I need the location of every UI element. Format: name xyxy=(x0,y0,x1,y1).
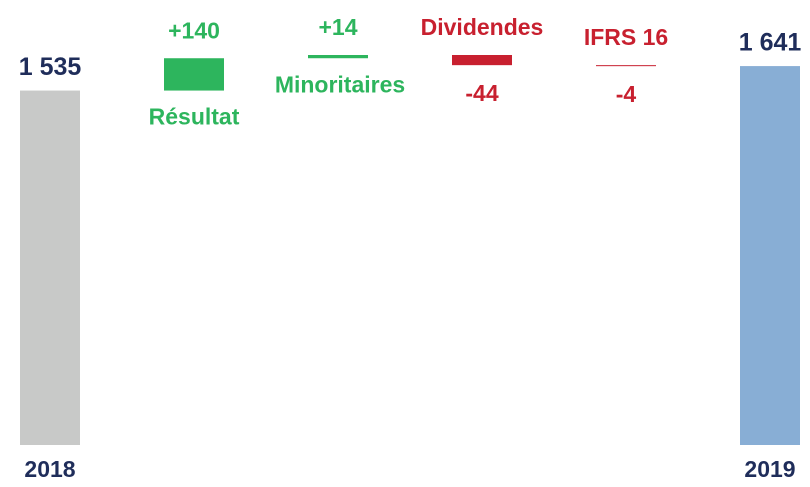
value-label: +140 xyxy=(168,17,220,43)
bar xyxy=(596,65,656,67)
bar xyxy=(20,90,80,445)
value-label: 1 641 xyxy=(739,29,802,57)
value-label: -4 xyxy=(616,81,637,107)
category-label: Résultat xyxy=(149,104,240,130)
value-label: -44 xyxy=(465,80,498,106)
category-label: IFRS 16 xyxy=(584,24,668,50)
bar xyxy=(452,55,512,66)
bar xyxy=(740,66,800,445)
bar xyxy=(308,55,368,59)
category-label: Minoritaires xyxy=(275,71,405,97)
bar xyxy=(164,58,224,91)
value-label: 1 535 xyxy=(19,53,82,81)
category-label: 2018 xyxy=(24,456,75,482)
category-label: 2019 xyxy=(744,456,795,482)
category-label: Dividendes xyxy=(421,14,544,40)
value-label: +14 xyxy=(318,14,357,40)
